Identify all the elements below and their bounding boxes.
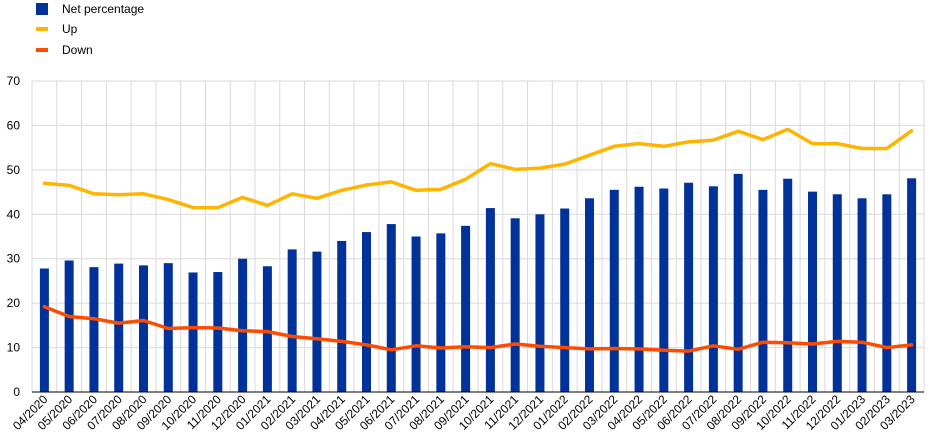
bar-04-2021 <box>337 240 347 392</box>
series-line-up <box>42 127 914 210</box>
series-line-down <box>42 304 914 353</box>
legend-swatch-up <box>36 27 48 31</box>
y-tick-label-30: 30 <box>7 252 21 266</box>
bar-07-2021 <box>411 236 421 392</box>
bar-layer <box>39 173 917 392</box>
bar-12-2020 <box>238 258 248 392</box>
legend-label-down: Down <box>62 43 93 57</box>
bar-09-2021 <box>461 225 471 392</box>
bar-05-2020 <box>64 260 74 392</box>
bar-03-2023 <box>907 178 917 392</box>
y-tick-label-20: 20 <box>7 296 21 310</box>
bar-05-2022 <box>659 188 669 392</box>
legend: Net percentage Up Down <box>0 0 300 60</box>
bar-12-2021 <box>535 214 545 392</box>
legend-label-net-percentage: Net percentage <box>62 2 145 16</box>
bar-06-2022 <box>684 182 694 392</box>
bar-10-2021 <box>485 208 495 392</box>
y-tick-label-70: 70 <box>7 74 21 88</box>
grid-layer <box>31 80 925 392</box>
bar-04-2020 <box>39 268 49 392</box>
bar-03-2022 <box>609 189 619 392</box>
bar-07-2020 <box>114 263 124 392</box>
y-tick-label-50: 50 <box>7 163 21 177</box>
y-tick-label-60: 60 <box>7 118 21 132</box>
bar-05-2021 <box>362 232 371 392</box>
bar-04-2022 <box>634 186 644 392</box>
bar-02-2022 <box>585 198 594 392</box>
bar-01-2023 <box>857 198 867 392</box>
line-layer <box>42 127 914 353</box>
y-tick-label-10: 10 <box>7 341 21 355</box>
y-tick-label-40: 40 <box>7 207 21 221</box>
bar-12-2022 <box>832 194 842 392</box>
bar-02-2021 <box>287 249 297 392</box>
bar-08-2020 <box>139 265 148 392</box>
bar-02-2023 <box>882 194 892 392</box>
legend-swatch-net-percentage <box>36 3 48 15</box>
bar-03-2021 <box>312 251 322 392</box>
bar-11-2021 <box>510 218 520 392</box>
bar-06-2020 <box>89 267 99 392</box>
legend-swatch-down <box>36 48 48 52</box>
bar-01-2022 <box>560 208 570 392</box>
bar-11-2022 <box>808 191 817 392</box>
bar-10-2022 <box>783 178 793 392</box>
legend-label-up: Up <box>62 22 78 36</box>
bar-09-2022 <box>758 189 768 392</box>
bar-01-2021 <box>262 266 272 392</box>
bar-06-2021 <box>386 224 396 392</box>
bar-08-2022 <box>733 173 743 392</box>
bar-11-2020 <box>213 272 223 392</box>
y-tick-label-0: 0 <box>13 385 20 399</box>
bar-08-2021 <box>436 233 446 392</box>
bar-10-2020 <box>188 272 198 392</box>
bar-07-2022 <box>708 186 718 392</box>
